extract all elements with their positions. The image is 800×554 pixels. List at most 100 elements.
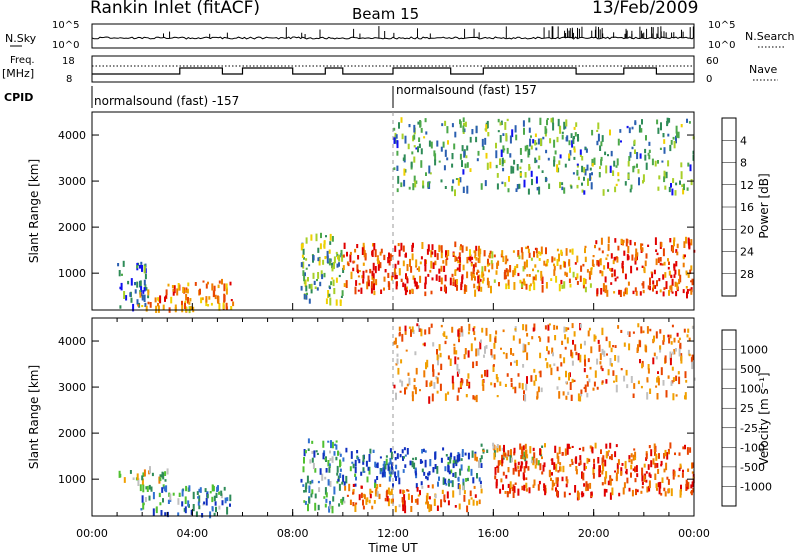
echo-cell <box>384 464 387 470</box>
echo-cell <box>682 255 685 259</box>
echo-cell <box>333 451 336 456</box>
echo-cell <box>452 463 455 469</box>
echo-cell <box>464 121 467 127</box>
echo-cell <box>563 187 566 194</box>
echo-cell <box>576 255 579 263</box>
echo-cell <box>686 447 689 455</box>
echo-cell <box>440 363 443 370</box>
echo-cell <box>441 489 444 494</box>
echo-cell <box>415 265 418 268</box>
echo-cell <box>634 121 637 126</box>
echo-cell <box>555 477 558 484</box>
echo-cell <box>158 492 161 498</box>
echo-cell <box>394 263 397 269</box>
echo-cell <box>599 465 601 473</box>
echo-cell <box>558 283 561 292</box>
echo-cell <box>425 476 428 479</box>
echo-cell <box>353 260 356 263</box>
echo-cell <box>686 291 688 299</box>
echo-cell <box>625 369 628 376</box>
echo-cell <box>611 267 614 272</box>
echo-cell <box>590 267 593 275</box>
echo-cell <box>463 494 466 502</box>
echo-cell <box>577 176 580 181</box>
echo-cell <box>556 452 559 459</box>
echo-cell <box>340 295 343 298</box>
echo-cell <box>433 498 436 506</box>
echo-cell <box>568 492 571 496</box>
echo-cell <box>655 356 658 360</box>
echo-cell <box>404 325 407 332</box>
echo-cell <box>462 131 465 134</box>
echo-cell <box>379 456 382 459</box>
echo-cell <box>432 369 435 377</box>
echo-cell <box>454 131 457 138</box>
echo-cell <box>592 255 595 258</box>
echo-cell <box>357 255 360 260</box>
echo-cell <box>159 477 162 482</box>
echo-cell <box>360 471 363 476</box>
nave-label: Nave <box>749 63 777 76</box>
echo-cell <box>371 490 374 493</box>
echo-cell <box>543 260 546 266</box>
echo-cell <box>683 183 685 191</box>
echo-cell <box>620 368 623 371</box>
echo-cell <box>660 492 663 496</box>
echo-cell <box>424 329 427 335</box>
echo-cell <box>505 133 508 142</box>
echo-cell <box>395 134 398 139</box>
echo-cell <box>512 386 515 390</box>
echo-cell <box>514 386 517 394</box>
echo-cell <box>562 465 565 473</box>
echo-cell <box>394 337 397 345</box>
echo-cell <box>474 337 477 341</box>
echo-cell <box>583 368 586 373</box>
echo-cell <box>601 250 604 254</box>
echo-cell <box>535 176 538 184</box>
echo-cell <box>454 505 457 508</box>
echo-cell <box>440 245 443 251</box>
echo-cell <box>498 445 501 452</box>
echo-cell <box>648 149 651 153</box>
echo-cell <box>431 251 434 255</box>
echo-cell <box>558 160 561 165</box>
echo-cell <box>593 334 596 342</box>
echo-cell <box>671 246 674 252</box>
echo-cell <box>670 274 673 279</box>
echo-cell <box>530 375 533 382</box>
echo-cell <box>440 277 443 285</box>
echo-cell <box>451 273 454 277</box>
echo-cell <box>431 244 434 251</box>
echo-cell <box>501 454 504 462</box>
echo-cell <box>424 118 427 123</box>
colorbar-tick-label: -500 <box>740 461 765 474</box>
echo-cell <box>501 250 504 256</box>
echo-cell <box>592 467 595 475</box>
echo-cell <box>554 335 557 341</box>
echo-cell <box>674 452 676 456</box>
echo-cell <box>581 189 584 193</box>
echo-cell <box>636 252 639 257</box>
echo-cell <box>207 304 210 307</box>
echo-cell <box>550 278 553 281</box>
echo-cell <box>181 304 184 313</box>
echo-cell <box>454 241 457 248</box>
echo-cell <box>463 151 466 158</box>
echo-cell <box>311 457 314 463</box>
echo-cell <box>652 357 655 365</box>
echo-cell <box>401 380 404 387</box>
echo-cell <box>637 380 640 385</box>
echo-cell <box>660 460 663 465</box>
echo-cell <box>630 453 633 458</box>
echo-cell <box>419 328 422 332</box>
echo-cell <box>684 392 687 400</box>
echo-cell <box>398 326 401 332</box>
echo-cell <box>455 350 458 355</box>
echo-cell <box>185 485 188 492</box>
echo-cell <box>411 288 414 294</box>
echo-cell <box>667 266 670 270</box>
echo-cell <box>451 163 454 168</box>
echo-cell <box>684 254 686 258</box>
echo-cell <box>586 164 589 171</box>
nsearch-tick-bottom: 10^0 <box>708 40 735 51</box>
